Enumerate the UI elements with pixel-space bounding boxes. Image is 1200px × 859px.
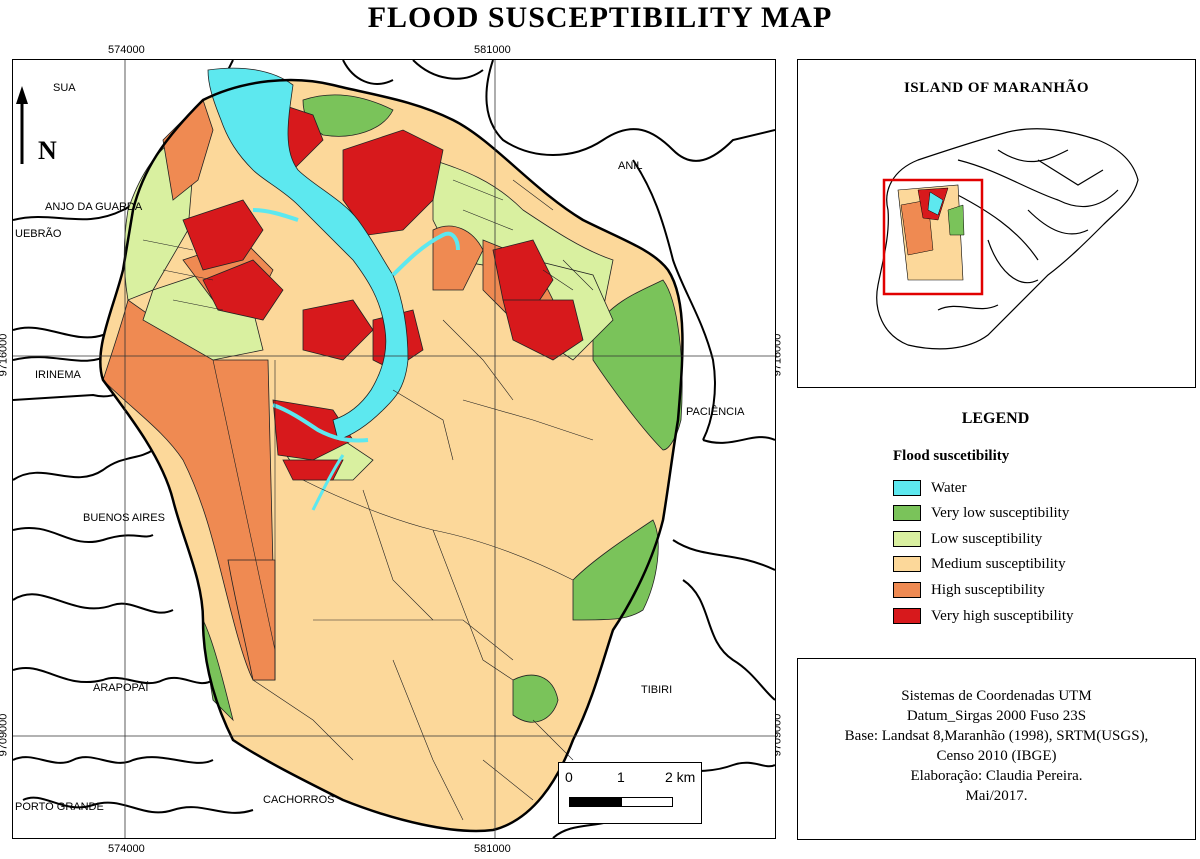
inset-map[interactable]: ISLAND OF MARANHÃO (797, 59, 1196, 388)
very-high-south2 (282, 459, 344, 481)
very-low-east (592, 279, 683, 451)
high-zone-west-strip (227, 559, 276, 681)
inset-title: ISLAND OF MARANHÃO (903, 80, 1090, 96)
legend-swatch-very-high (893, 608, 921, 624)
very-high-center-north (342, 129, 444, 236)
legend-title: LEGEND (961, 410, 1030, 427)
credit-line-6: Mai/2017. (965, 788, 1028, 804)
legend-label-very-high: Very high susceptibility (931, 608, 1074, 624)
legend-swatch-very-low (893, 505, 921, 521)
very-low-southeast (572, 519, 659, 621)
legend-label-low: Low susceptibility (931, 531, 1043, 547)
credit-line-1: Sistemas de Coordenadas UTM (901, 688, 1092, 704)
scale-bar: 0 1 2 km (558, 762, 702, 824)
credit-line-2: Datum_Sirgas 2000 Fuso 23S (906, 708, 1087, 724)
scale-label-0: 0 (565, 769, 573, 785)
legend-swatch-low (893, 531, 921, 547)
water-channel-1 (252, 208, 299, 222)
very-high-east (492, 239, 554, 311)
place-arapopai: ARAPOPAÍ (93, 682, 149, 694)
inset-extent-box (882, 178, 984, 296)
coord-bottom-left: 574000 (108, 843, 145, 855)
place-tibiri: TIBIRI (641, 684, 673, 696)
main-map[interactable]: ANIL ANJO DA GUARDA UEBRÃO IRINEMA PACIÊ… (12, 59, 776, 839)
legend-label-very-low: Very low susceptibility (931, 505, 1070, 521)
study-area-boundary (99, 78, 684, 833)
island-outline (876, 128, 1139, 350)
coord-top-left: 574000 (108, 44, 145, 56)
water-channel-4 (311, 454, 345, 511)
legend-swatch-water (893, 480, 921, 496)
very-high-west (182, 199, 264, 271)
district-boundaries (13, 60, 775, 838)
credit-line-3: Base: Landsat 8,Maranhão (1998), SRTM(US… (844, 728, 1149, 744)
legend-label-high: High susceptibility (931, 582, 1045, 598)
very-high-east2 (502, 299, 584, 361)
credit-line-4: Censo 2010 (IBGE) (936, 748, 1057, 764)
place-porto-grande: PORTO GRANDE (15, 801, 104, 813)
north-label: N (38, 136, 57, 165)
legend-swatch-high (893, 582, 921, 598)
place-anil: ANIL (618, 160, 643, 172)
credit-line-5: Elaboração: Claudia Pereira. (910, 768, 1083, 784)
parcel-lines (142, 179, 594, 821)
water-channel-2 (391, 231, 460, 277)
very-low-south (512, 674, 559, 723)
legend-subtitle: Flood suscetibility (893, 448, 1010, 464)
scale-segment-white (621, 797, 673, 807)
place-quebrao: UEBRÃO (15, 228, 62, 240)
coord-left-lower: 9709000 (0, 713, 10, 757)
very-high-west2 (202, 259, 284, 321)
place-top-left-fragment: SUA (53, 82, 76, 94)
scale-label-2: 2 km (665, 769, 696, 785)
legend-label-water: Water (931, 480, 967, 496)
coord-top-right: 581000 (474, 44, 511, 56)
place-buenos-aires: BUENOS AIRES (83, 512, 165, 524)
map-canvas (13, 60, 775, 838)
water-channel-3 (272, 403, 369, 443)
credits-box: Sistemas de Coordenadas UTM Datum_Sirgas… (797, 658, 1196, 840)
inset-study-area (897, 184, 965, 281)
scale-label-1: 1 (617, 769, 625, 785)
place-paciencia: PACIÊNCIA (686, 406, 745, 418)
very-high-center (302, 299, 374, 361)
susceptibility-polygons (99, 67, 683, 832)
high-zone-center (432, 225, 484, 291)
legend-label-medium: Medium susceptibility (931, 556, 1066, 572)
coord-left-upper: 9716000 (0, 333, 10, 377)
legend-swatch-medium (893, 556, 921, 572)
coord-bottom-right: 581000 (474, 843, 511, 855)
north-arrow-icon (16, 86, 28, 164)
grid-lines (13, 60, 775, 838)
scale-segment-black (569, 797, 621, 807)
place-irinema: IRINEMA (35, 369, 81, 381)
inset-canvas (876, 128, 1139, 350)
place-cachorros: CACHORROS (263, 794, 335, 806)
place-anjo-da-guarda: ANJO DA GUARDA (45, 201, 143, 213)
map-title: FLOOD SUSCEPTIBILITY MAP (367, 1, 833, 34)
